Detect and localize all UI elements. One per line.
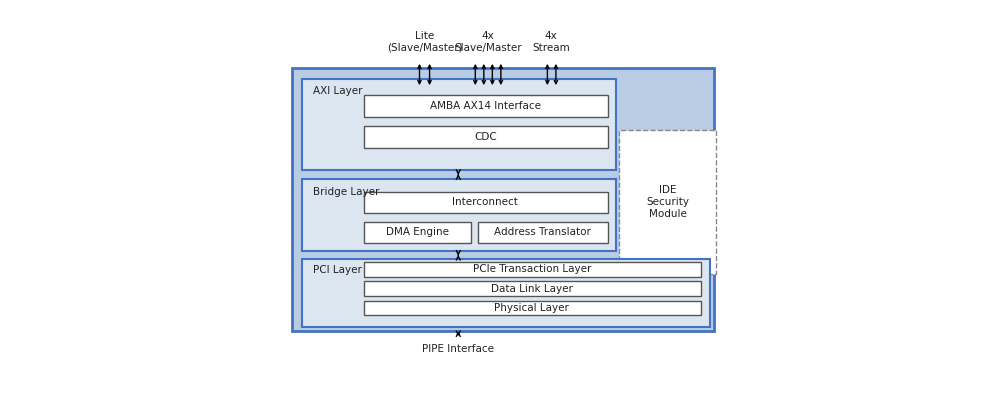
Text: Lite
(Slave/Master): Lite (Slave/Master) [387, 31, 463, 53]
Bar [364, 222, 471, 243]
Text: Address Translator: Address Translator [494, 228, 591, 238]
Bar [619, 130, 716, 274]
Bar [364, 281, 701, 296]
Text: 4x
Stream: 4x Stream [532, 31, 570, 53]
Bar [364, 126, 608, 148]
Bar [364, 262, 701, 276]
Bar [364, 95, 608, 117]
Bar [364, 192, 608, 213]
Bar [292, 68, 714, 331]
Text: PCIe Transaction Layer: PCIe Transaction Layer [473, 264, 591, 274]
Text: Bridge Layer: Bridge Layer [313, 187, 379, 197]
Bar [302, 259, 710, 327]
Bar [302, 179, 616, 251]
Bar [302, 79, 616, 170]
Text: DMA Engine: DMA Engine [386, 228, 449, 238]
Bar [364, 300, 701, 315]
Text: Physical Layer: Physical Layer [494, 303, 569, 313]
Text: CDC: CDC [474, 132, 497, 142]
Text: AMBA AX14 Interface: AMBA AX14 Interface [430, 101, 541, 111]
Text: PIPE Interface: PIPE Interface [422, 344, 494, 354]
Text: 4x
Slave/Master: 4x Slave/Master [454, 31, 522, 53]
Bar [478, 222, 608, 243]
Text: AXI Layer: AXI Layer [313, 86, 362, 96]
Text: IDE
Security
Module: IDE Security Module [646, 186, 689, 218]
Text: PCI Layer: PCI Layer [313, 265, 361, 275]
Text: Interconnect: Interconnect [452, 197, 518, 207]
Text: Data Link Layer: Data Link Layer [491, 284, 573, 294]
